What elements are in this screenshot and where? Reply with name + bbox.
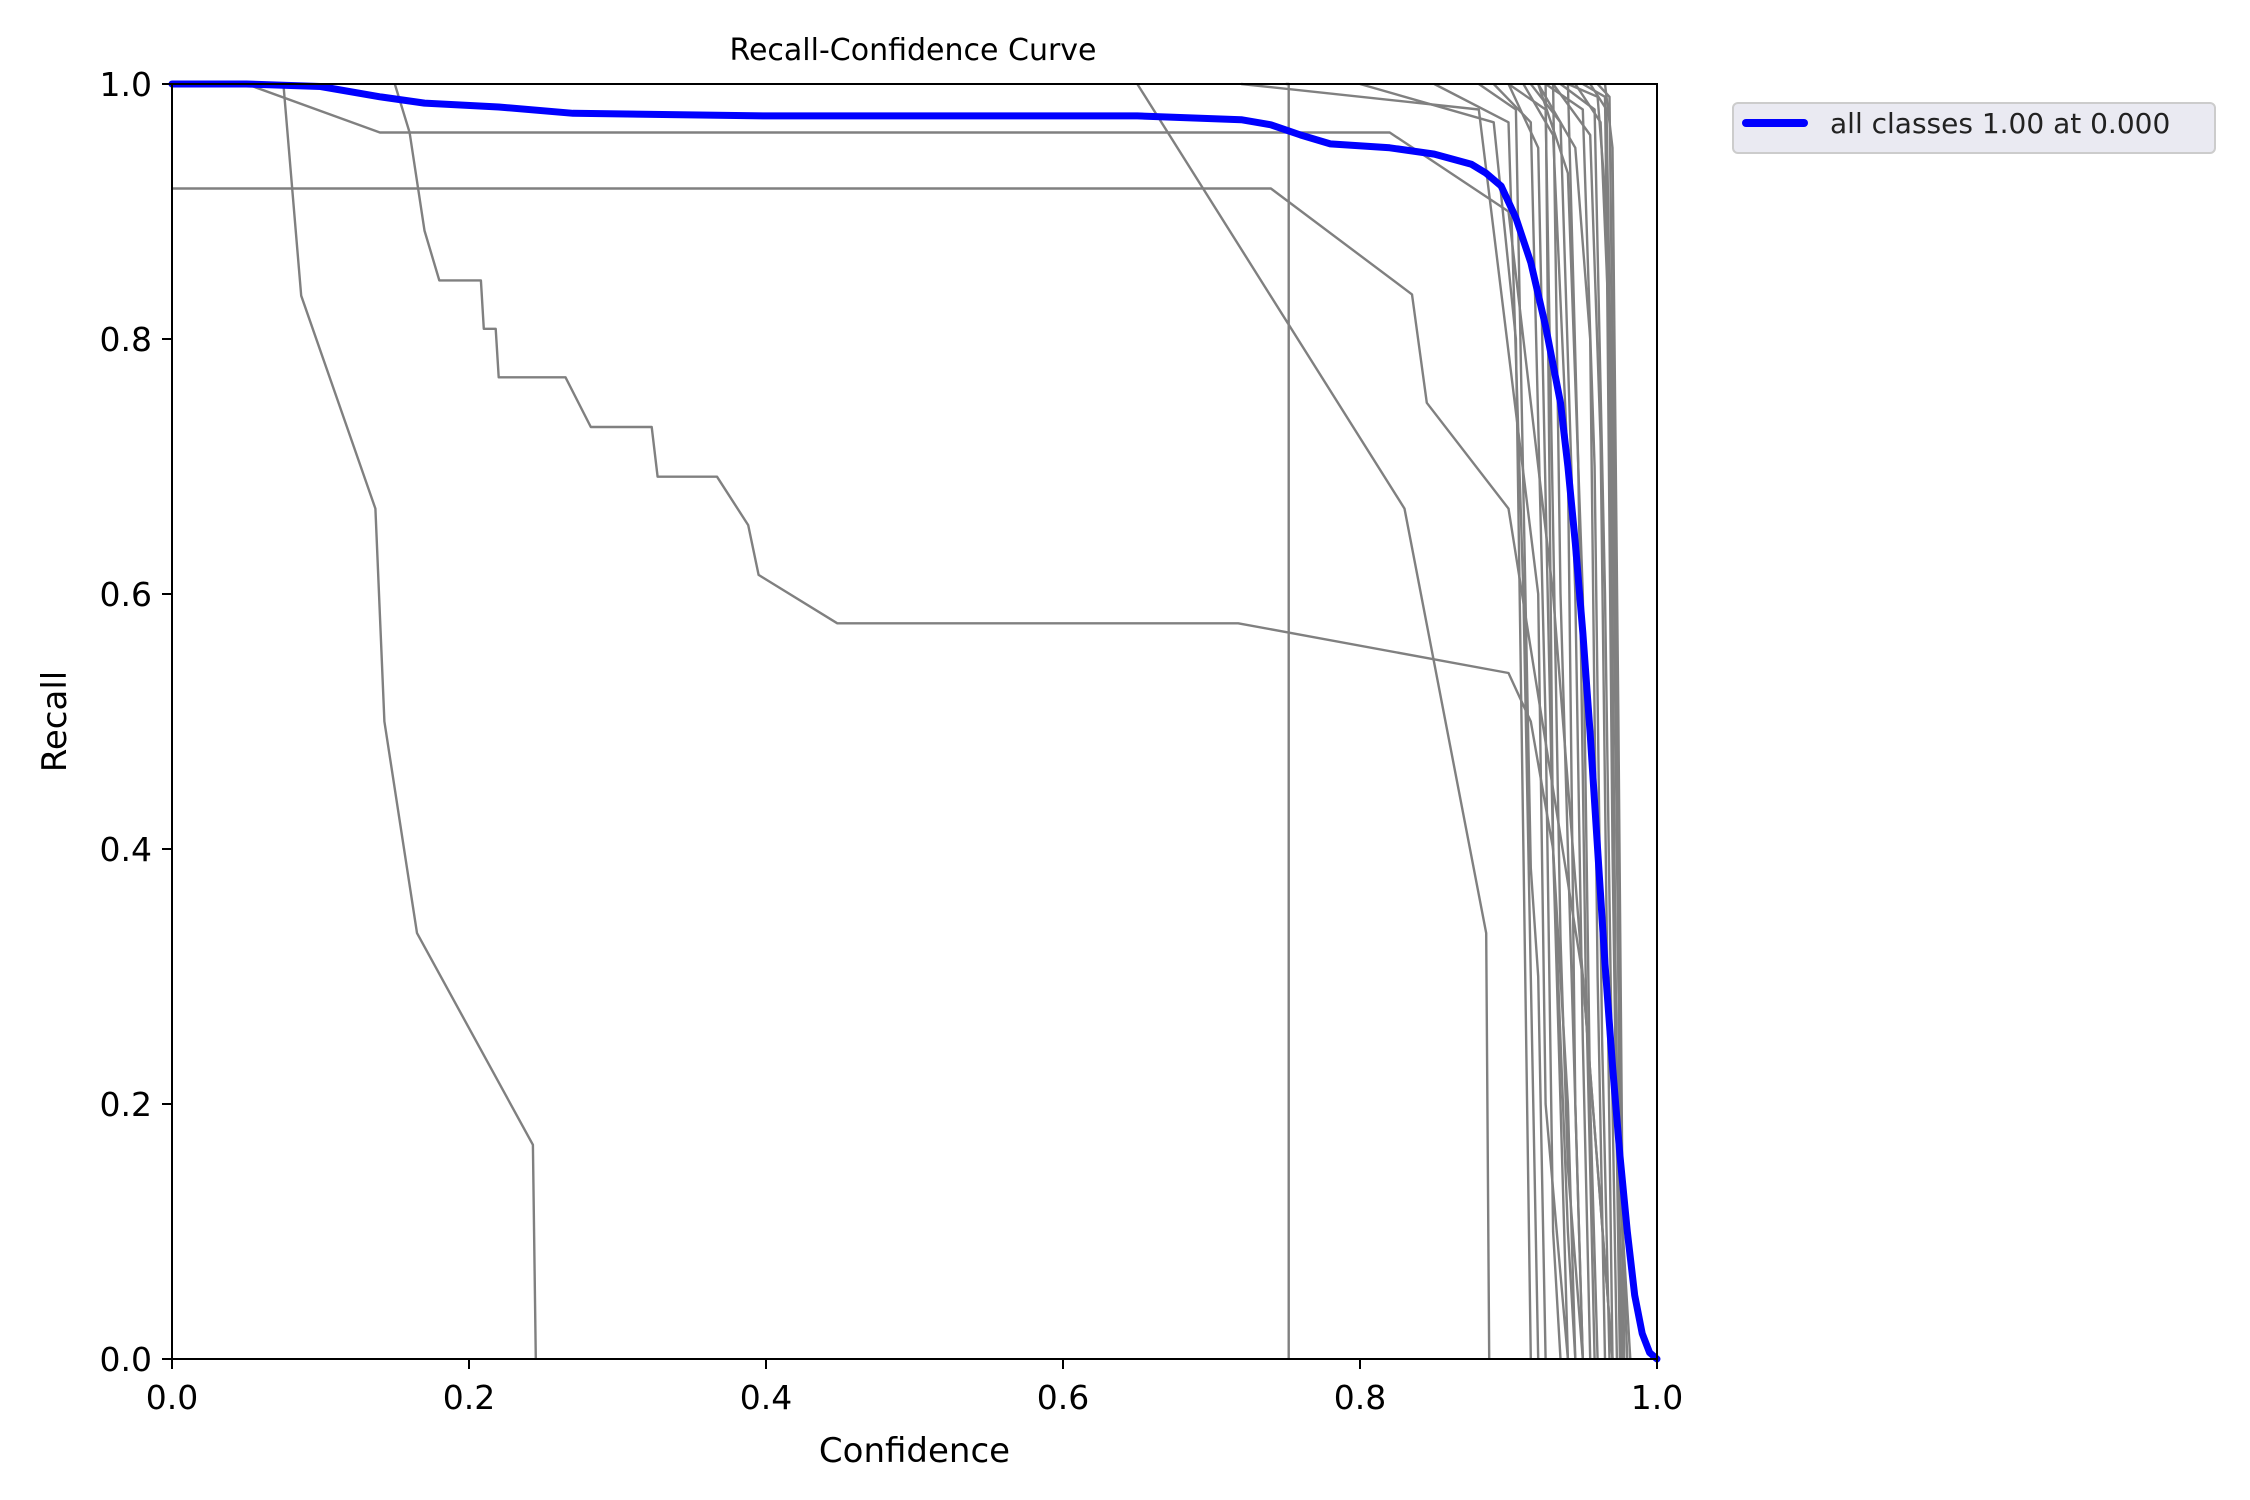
y-tick-label: 0.8 [100,320,152,359]
class-curve-27 [1544,83,1577,1360]
y-tick-label: 0.6 [100,575,152,614]
class-curve-29 [1566,83,1596,1360]
x-axis-label: Confidence [819,1431,1010,1471]
x-axis: 0.0 0.2 0.4 0.6 0.8 1.0 [146,1359,1683,1417]
class-curve-9 [1433,82,1540,1360]
x-tick-label: 1.0 [1631,1378,1683,1417]
class-curve-11 [1492,83,1562,1360]
all-classes-curve-group [168,80,1661,1363]
x-tick-label: 0.6 [1037,1378,1089,1417]
legend-label: all classes 1.00 at 0.000 [1830,107,2170,140]
y-axis: 0.0 0.2 0.4 0.6 0.8 1.0 [100,65,172,1379]
y-tick-label: 0.0 [100,1340,152,1379]
legend-box [1732,102,2216,154]
class-curve-23 [1582,82,1624,1360]
class-curve-10 [1478,83,1547,1360]
y-tick-label: 1.0 [100,65,152,104]
x-tick-label: 0.4 [740,1378,792,1417]
y-tick-label: 0.4 [100,830,152,869]
all-classes-curve [168,80,1661,1363]
class-curve-3 [172,82,537,1360]
class-curve-5 [1136,83,1491,1360]
class-curve-15 [1529,83,1592,1360]
plot-frame [171,83,1658,1360]
x-tick-label: 0.0 [146,1378,198,1417]
x-tick-label: 0.2 [443,1378,495,1417]
class-curve-20 [1559,83,1619,1360]
class-curve-28 [1551,83,1584,1360]
class-curve-4 [393,83,1570,1360]
class-curve-18 [1544,83,1611,1360]
x-tick-label: 0.8 [1334,1378,1386,1417]
class-curves [172,82,1632,1360]
plot-area [172,84,1657,1359]
class-curve-26 [1603,83,1632,1360]
legend: all classes 1.00 at 0.000 [1732,102,2216,154]
y-tick-label: 0.2 [100,1085,152,1124]
y-axis-label: Recall [35,671,75,772]
chart-title: Recall-Confidence Curve [729,33,1096,68]
